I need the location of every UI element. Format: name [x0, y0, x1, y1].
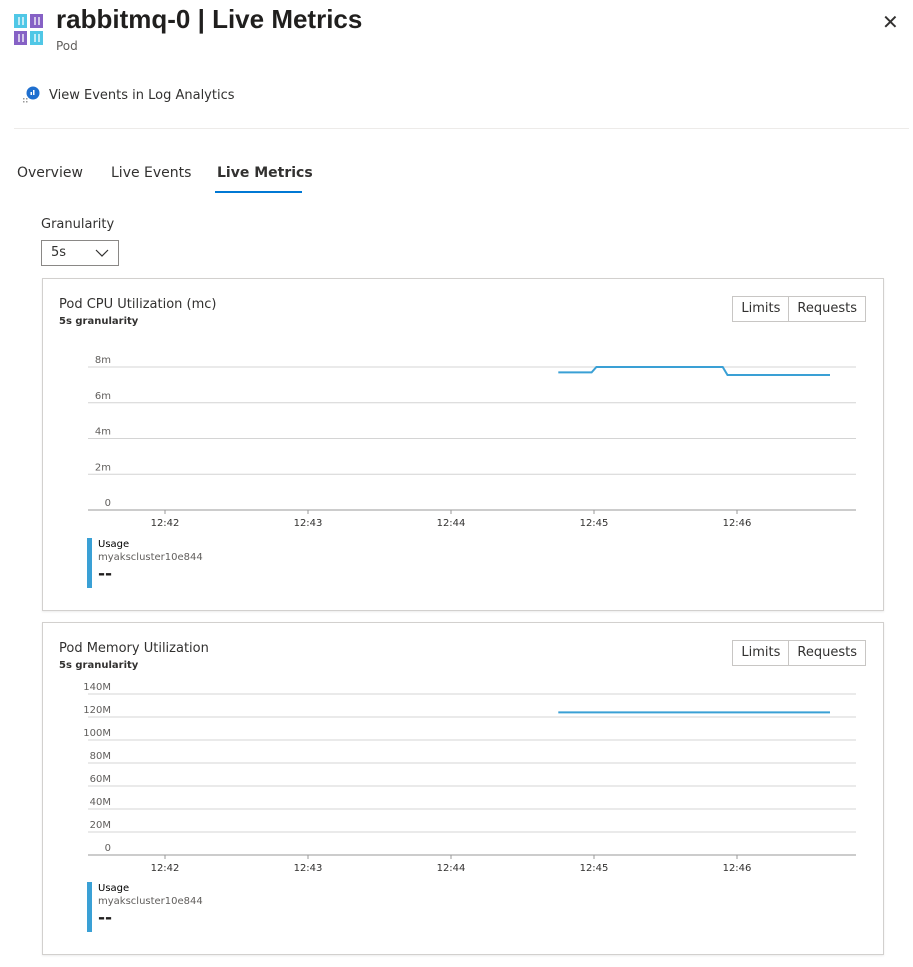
- x-tick-label: 12:46: [723, 518, 752, 529]
- series-line-usage: [558, 366, 830, 376]
- legend-item[interactable]: Usage myakscluster10e844 --: [87, 538, 217, 588]
- log-analytics-icon[interactable]: [22, 86, 40, 108]
- tab-overview[interactable]: Overview: [17, 165, 83, 181]
- y-tick-label: 8m: [95, 355, 111, 366]
- legend-cluster: myakscluster10e844: [98, 896, 203, 907]
- divider: [14, 128, 909, 129]
- chart-subtitle: 5s granularity: [59, 660, 139, 671]
- granularity-dropdown[interactable]: 5s: [41, 240, 119, 266]
- close-icon[interactable]: ✕: [882, 10, 899, 34]
- chart-title: Pod CPU Utilization (mc): [59, 297, 217, 312]
- legend-name: Usage: [98, 539, 130, 550]
- legend-color: [87, 538, 92, 588]
- requests-button[interactable]: Requests: [788, 297, 865, 321]
- requests-button[interactable]: Requests: [788, 641, 865, 665]
- y-tick-label: 60M: [90, 774, 111, 785]
- chart-title: Pod Memory Utilization: [59, 641, 209, 656]
- legend-value: --: [98, 564, 113, 584]
- resource-type: Pod: [56, 39, 78, 53]
- y-tick-label: 140M: [83, 682, 111, 693]
- x-tick-label: 12:42: [151, 518, 180, 529]
- limits-button[interactable]: Limits: [741, 301, 781, 316]
- pod-icon: [14, 14, 44, 50]
- y-tick-label: 0: [105, 498, 111, 509]
- y-tick-label: 0: [105, 843, 111, 854]
- x-tick-label: 12:44: [437, 863, 466, 874]
- y-tick-label: 2m: [95, 462, 111, 473]
- x-tick-label: 12:43: [294, 863, 323, 874]
- granularity-value: 5s: [51, 245, 67, 260]
- y-tick-label: 4m: [95, 427, 111, 438]
- active-tab-indicator: [215, 191, 302, 193]
- y-tick-label: 20M: [90, 820, 111, 831]
- legend-item[interactable]: Usage myakscluster10e844 --: [87, 882, 217, 932]
- y-tick-label: 80M: [90, 751, 111, 762]
- legend-cluster: myakscluster10e844: [98, 552, 203, 563]
- legend-name: Usage: [98, 883, 130, 894]
- view-events-log-analytics-link[interactable]: View Events in Log Analytics: [49, 88, 235, 103]
- tab-live-metrics[interactable]: Live Metrics: [217, 165, 313, 181]
- x-tick-label: 12:44: [437, 518, 466, 529]
- y-tick-label: 6m: [95, 391, 111, 402]
- memory-chart-card: 0 20M 40M 60M 80M 100M 120M 140M 12:42 12:43 12:44…: [42, 622, 884, 955]
- y-tick-label: 40M: [90, 797, 111, 808]
- x-tick-label: 12:46: [723, 863, 752, 874]
- memory-chart: 0 20M 40M 60M 80M 100M 120M 140M 12:42 12:43 12:44…: [83, 682, 856, 874]
- page-title: rabbitmq-0 | Live Metrics: [56, 4, 363, 34]
- x-tick-label: 12:42: [151, 863, 180, 874]
- y-tick-label: 120M: [83, 705, 111, 716]
- cpu-chart: 0 2m 4m 6m 8m 12:42 12:43 12:44 12:45 12:46: [88, 355, 856, 529]
- x-tick-label: 12:43: [294, 518, 323, 529]
- legend-value: --: [98, 908, 113, 928]
- chevron-down-icon: [95, 249, 109, 257]
- x-tick-label: 12:45: [580, 863, 609, 874]
- y-tick-label: 100M: [83, 728, 111, 739]
- cpu-chart-card: 0 2m 4m 6m 8m 12:42 12:43 12:44 12:45 12:46 Pod C…: [42, 278, 884, 611]
- x-tick-label: 12:45: [580, 518, 609, 529]
- limits-button[interactable]: Limits: [741, 645, 781, 660]
- chart-subtitle: 5s granularity: [59, 316, 139, 327]
- legend-color: [87, 882, 92, 932]
- tab-live-events[interactable]: Live Events: [111, 165, 192, 181]
- granularity-label: Granularity: [41, 217, 115, 232]
